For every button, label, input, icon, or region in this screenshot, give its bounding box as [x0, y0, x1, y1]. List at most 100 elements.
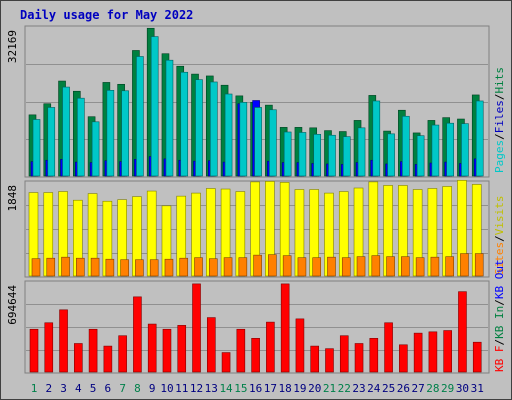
kbytes-bar [458, 291, 467, 373]
files-bar [47, 107, 56, 177]
x-tick-label: 14 [219, 382, 233, 395]
files-bar [402, 115, 410, 177]
sites-bar [90, 257, 100, 277]
sites-bar [105, 258, 115, 277]
x-tick-label: 18 [279, 382, 292, 395]
x-tick-label: 24 [367, 382, 381, 395]
y-max-label: 1848 [6, 185, 19, 212]
x-tick-label: 2 [45, 382, 52, 395]
kbytes-bar [103, 345, 113, 373]
x-tick-label: 20 [308, 382, 321, 395]
kbytes-bar [251, 338, 260, 373]
x-tick-label: 30 [456, 382, 469, 395]
sites-bar [76, 257, 85, 277]
x-tick-label: 21 [323, 382, 336, 395]
files-bar [106, 90, 115, 177]
x-tick-label: 9 [149, 382, 156, 395]
legend-separator: / [493, 339, 506, 346]
files-bar [195, 79, 203, 177]
sites-bar [61, 256, 70, 277]
legend-separator: / [493, 235, 506, 242]
x-tick-label: 1 [31, 382, 38, 395]
legend-hits: Pages/Files/Hits [493, 67, 506, 173]
kbytes-bar [354, 343, 364, 373]
files-bar [136, 56, 144, 177]
sites-bar [238, 257, 248, 277]
sites-bar [327, 256, 336, 277]
legend-visits-item: Sites [493, 242, 506, 275]
x-tick-label: 3 [60, 382, 67, 395]
files-bar [224, 93, 233, 177]
files-bar [475, 100, 484, 177]
files-bar [77, 97, 85, 177]
y-max-label: 694644 [6, 285, 19, 325]
sites-bar [208, 258, 218, 277]
legend-hits-item: Pages [493, 140, 506, 173]
kbytes-bar [443, 330, 452, 373]
sites-bar [268, 254, 277, 277]
files-bar [254, 107, 262, 177]
sites-bar [312, 257, 322, 277]
sites-bar [164, 258, 174, 277]
files-bar [32, 119, 41, 177]
sites-bar [282, 255, 292, 277]
kbytes-bar [88, 328, 98, 373]
x-tick-label: 28 [426, 382, 439, 395]
x-tick-label: 23 [352, 382, 365, 395]
legend-kbytes-item: KB Out [493, 259, 506, 299]
kbytes-bar [325, 348, 334, 373]
files-bar [431, 124, 440, 177]
files-bar [446, 122, 454, 177]
x-tick-label: 4 [75, 382, 82, 395]
files-bar [239, 102, 248, 177]
sites-bar [445, 256, 454, 277]
sites-bar [149, 259, 159, 277]
files-bar [461, 123, 469, 177]
sites-bar [474, 253, 484, 277]
x-tick-label: 5 [90, 382, 97, 395]
sites-bar [371, 255, 381, 277]
kbytes-bar [339, 335, 349, 373]
files-bar [165, 59, 174, 177]
kbytes-bar [206, 317, 216, 373]
files-bar [387, 133, 395, 177]
files-bar [298, 132, 307, 177]
x-tick-label: 6 [105, 382, 112, 395]
files-bar [180, 71, 189, 177]
x-tick-label: 29 [441, 382, 454, 395]
kbytes-bar [280, 283, 290, 373]
sites-bar [341, 257, 351, 277]
kbytes-bar [221, 352, 231, 373]
sites-bar [297, 257, 307, 277]
sites-bar [415, 257, 425, 277]
kbytes-bar [295, 318, 305, 373]
files-bar [313, 134, 322, 177]
sites-bar [253, 254, 262, 277]
sites-bar [401, 256, 410, 277]
sites-bar [179, 257, 189, 277]
kbytes-bar [177, 325, 187, 373]
kbytes-bar [162, 328, 172, 373]
files-bar [150, 36, 159, 177]
kbytes-bar [29, 328, 39, 373]
files-bar [328, 134, 336, 177]
kbytes-bar [147, 323, 157, 373]
y-max-label: 32169 [6, 30, 19, 63]
x-tick-label: 31 [471, 382, 484, 395]
x-tick-label: 7 [119, 382, 126, 395]
files-bar [62, 86, 70, 177]
files-bar [283, 131, 292, 177]
kbytes-bar [118, 335, 127, 373]
kbytes-bar [74, 343, 83, 373]
kbytes-bar [472, 341, 482, 373]
sites-bar [356, 256, 366, 277]
sites-bar [120, 259, 129, 277]
files-bar [357, 127, 366, 177]
kbytes-bar [59, 309, 68, 373]
legend-kbytes: KB F/KB In/KB Out [493, 259, 506, 372]
sites-bar [386, 256, 395, 277]
x-tick-label: 27 [412, 382, 425, 395]
legend-visits-item: Visits [493, 196, 506, 236]
files-bar [91, 121, 100, 177]
